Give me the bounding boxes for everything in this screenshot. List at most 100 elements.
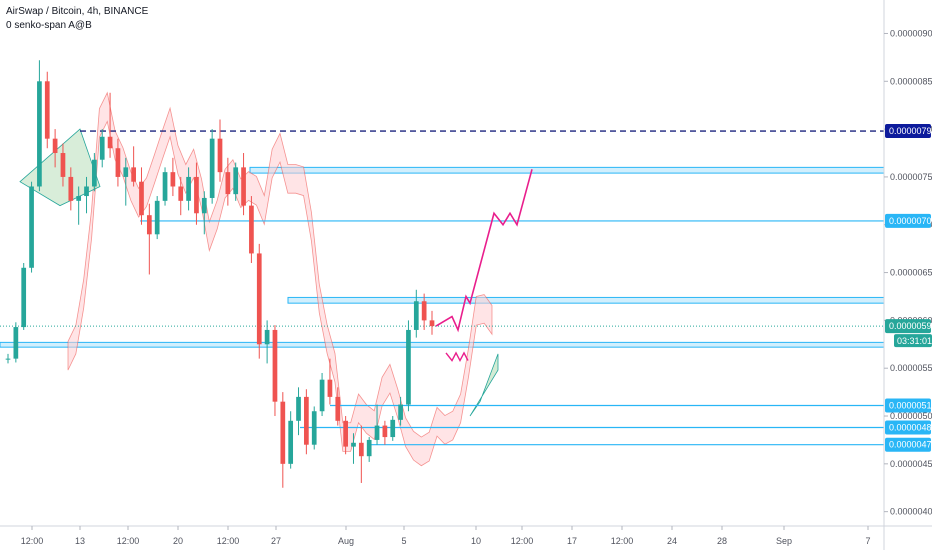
x-tick-label: 12:00: [21, 536, 44, 546]
candle-body: [123, 167, 129, 177]
candle-body: [92, 159, 97, 187]
candle-body: [107, 136, 113, 149]
projection-zigzag: [445, 351, 469, 363]
level-badge-label: 0.00000511: [889, 400, 932, 410]
x-tick-label: Aug: [338, 536, 354, 546]
candle-body: [217, 138, 223, 173]
candle-body: [29, 186, 34, 268]
candle-body: [13, 327, 19, 359]
candle-body: [366, 439, 372, 457]
candle-body: [319, 379, 325, 412]
candle-body: [406, 329, 411, 405]
legend: AirSwap / Bitcoin, 4h, BINANCE 0 senko-s…: [6, 5, 148, 33]
x-tick-label: 17: [567, 536, 577, 546]
candle-body: [21, 267, 27, 328]
candle-body: [429, 320, 435, 327]
candle-body: [351, 442, 356, 447]
candle-body: [264, 329, 270, 345]
candle-body: [146, 215, 152, 235]
x-tick-label: 12:00: [217, 536, 240, 546]
candle-body: [374, 425, 380, 440]
x-tick-label: 7: [865, 536, 870, 546]
candle-body: [335, 396, 341, 421]
levels: [0, 130, 884, 446]
candle-body: [52, 138, 58, 154]
level-badge: [885, 420, 931, 435]
candle-body: [178, 186, 184, 201]
x-tick-label: 12:00: [117, 536, 140, 546]
indicator-label: 0 senko-span A@B: [6, 20, 92, 31]
x-tick-label: 5: [401, 536, 406, 546]
candle-body: [162, 172, 168, 201]
current-price-label: 0.00000594: [889, 321, 932, 331]
candle-body: [76, 196, 82, 201]
cloud-bearish: [67, 91, 493, 467]
level-badge-label: 0.00000488: [889, 422, 932, 432]
candle-body: [170, 172, 176, 187]
candle-body: [44, 81, 50, 139]
level-badge: [885, 398, 931, 413]
candle-body: [194, 176, 199, 214]
candle-body: [68, 176, 74, 201]
cloud-bullish: [469, 353, 499, 417]
projection-path: [435, 169, 533, 363]
sr-zone: [249, 166, 885, 174]
level-badge: [885, 124, 931, 139]
candle-body: [186, 176, 191, 201]
candle-body: [241, 167, 246, 206]
sr-zone: [0, 341, 885, 348]
countdown-label: 03:31:01: [897, 336, 932, 346]
candle-body: [225, 172, 231, 195]
level-badge-label: 0.00000470: [889, 440, 932, 450]
candle-body: [272, 329, 278, 402]
x-tick-label: Sep: [776, 536, 792, 546]
level-badge-label: 0.00000798: [889, 126, 932, 136]
candle-body: [311, 411, 317, 445]
candle-body: [343, 420, 348, 447]
level-badge: [885, 213, 931, 228]
candle-body: [115, 148, 121, 177]
candle-body: [413, 301, 419, 330]
y-tick-label: 0.00000400: [890, 507, 932, 517]
level-badge: [885, 437, 931, 452]
candle-body: [37, 81, 42, 187]
current-price-badge: [885, 319, 931, 334]
candle-body: [327, 379, 333, 397]
candle-body: [139, 181, 144, 216]
candles: [5, 60, 435, 488]
x-tick-label: 12:00: [511, 536, 534, 546]
candle-body: [390, 419, 396, 438]
candle-body: [382, 425, 388, 438]
candle-body: [84, 186, 89, 197]
candle-body: [60, 153, 66, 177]
candle-body: [304, 396, 309, 445]
candle-body: [131, 167, 136, 182]
candle-body: [209, 138, 215, 198]
x-tick-label: 28: [717, 536, 727, 546]
projection-up: [435, 169, 533, 333]
level-badge-label: 0.00000704: [889, 216, 932, 226]
candle-body: [5, 358, 11, 360]
candle-body: [280, 401, 286, 464]
candle-body: [154, 200, 160, 235]
candle-body: [288, 420, 294, 464]
candle-body: [358, 442, 364, 457]
x-tick-label: 10: [471, 536, 481, 546]
countdown-badge: [894, 334, 932, 348]
chart-title: AirSwap / Bitcoin, 4h, BINANCE: [6, 6, 149, 17]
candle-body: [99, 136, 105, 160]
sr-zone: [287, 296, 885, 304]
x-tick-label: 20: [173, 536, 183, 546]
x-tick-label: 24: [667, 536, 677, 546]
candle-body: [421, 301, 427, 321]
